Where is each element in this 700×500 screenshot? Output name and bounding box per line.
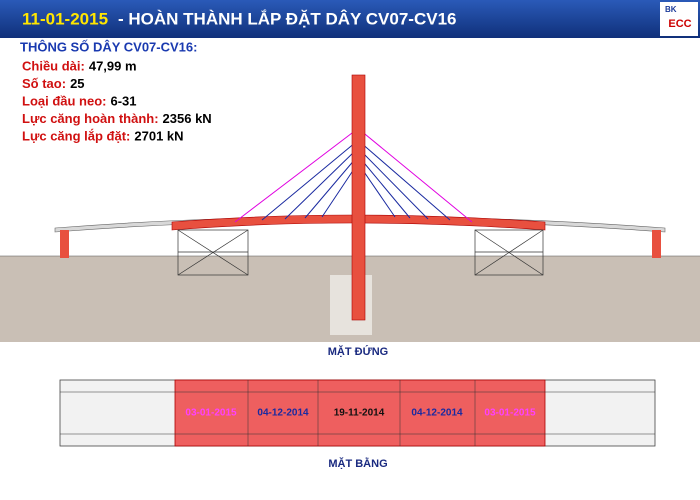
header-date: 11-01-2015 bbox=[22, 9, 108, 28]
logo-box bbox=[660, 2, 698, 36]
specs-heading: THÔNG SỐ DÂY CV07-CV16: bbox=[20, 39, 197, 54]
plan-date: 03-01-2015 bbox=[185, 408, 237, 419]
plan-date: 04-12-2014 bbox=[411, 408, 463, 419]
plan-dates: 03-01-2015 04-12-2014 19-11-2014 04-12-2014… bbox=[185, 408, 536, 419]
spec-value: 25 bbox=[70, 76, 84, 91]
abutment-right bbox=[652, 230, 661, 258]
abutment-left bbox=[60, 230, 69, 258]
header-band bbox=[0, 0, 700, 38]
plan-date: 03-01-2015 bbox=[484, 408, 536, 419]
plan-date: 19-11-2014 bbox=[334, 408, 385, 419]
scaffolds bbox=[177, 229, 544, 276]
spec-value: 2356 kN bbox=[163, 111, 212, 126]
plan-date: 04-12-2014 bbox=[257, 408, 309, 419]
pylon bbox=[351, 74, 366, 321]
spec-label: Số tao: bbox=[22, 76, 66, 91]
specs-list: Chiều dài: 47,99 m Số tao: 25 Loại đầu neo: 6… bbox=[22, 58, 212, 143]
logo-top: BK bbox=[665, 5, 677, 14]
spec-label: Lực căng hoàn thành: bbox=[22, 111, 159, 126]
logo-main: ECC bbox=[668, 18, 691, 30]
spec-value: 47,99 m bbox=[89, 58, 137, 73]
spec-label: Chiều dài: bbox=[22, 58, 85, 73]
elevation-label: MẶT ĐỨNG bbox=[328, 345, 388, 358]
spec-label: Lực căng lắp đặt: bbox=[22, 128, 130, 143]
spec-label: Loại đầu neo: bbox=[22, 93, 107, 108]
header-title: - HOÀN THÀNH LẮP ĐẶT DÂY CV07-CV16 bbox=[118, 9, 456, 28]
foundation bbox=[330, 275, 372, 335]
plan-grid bbox=[60, 380, 655, 446]
plan-label: MẶT BẰNG bbox=[328, 457, 387, 470]
spec-value: 2701 kN bbox=[134, 128, 183, 143]
spec-value: 6-31 bbox=[111, 93, 137, 108]
plan-built bbox=[174, 379, 546, 447]
cables bbox=[234, 129, 473, 223]
